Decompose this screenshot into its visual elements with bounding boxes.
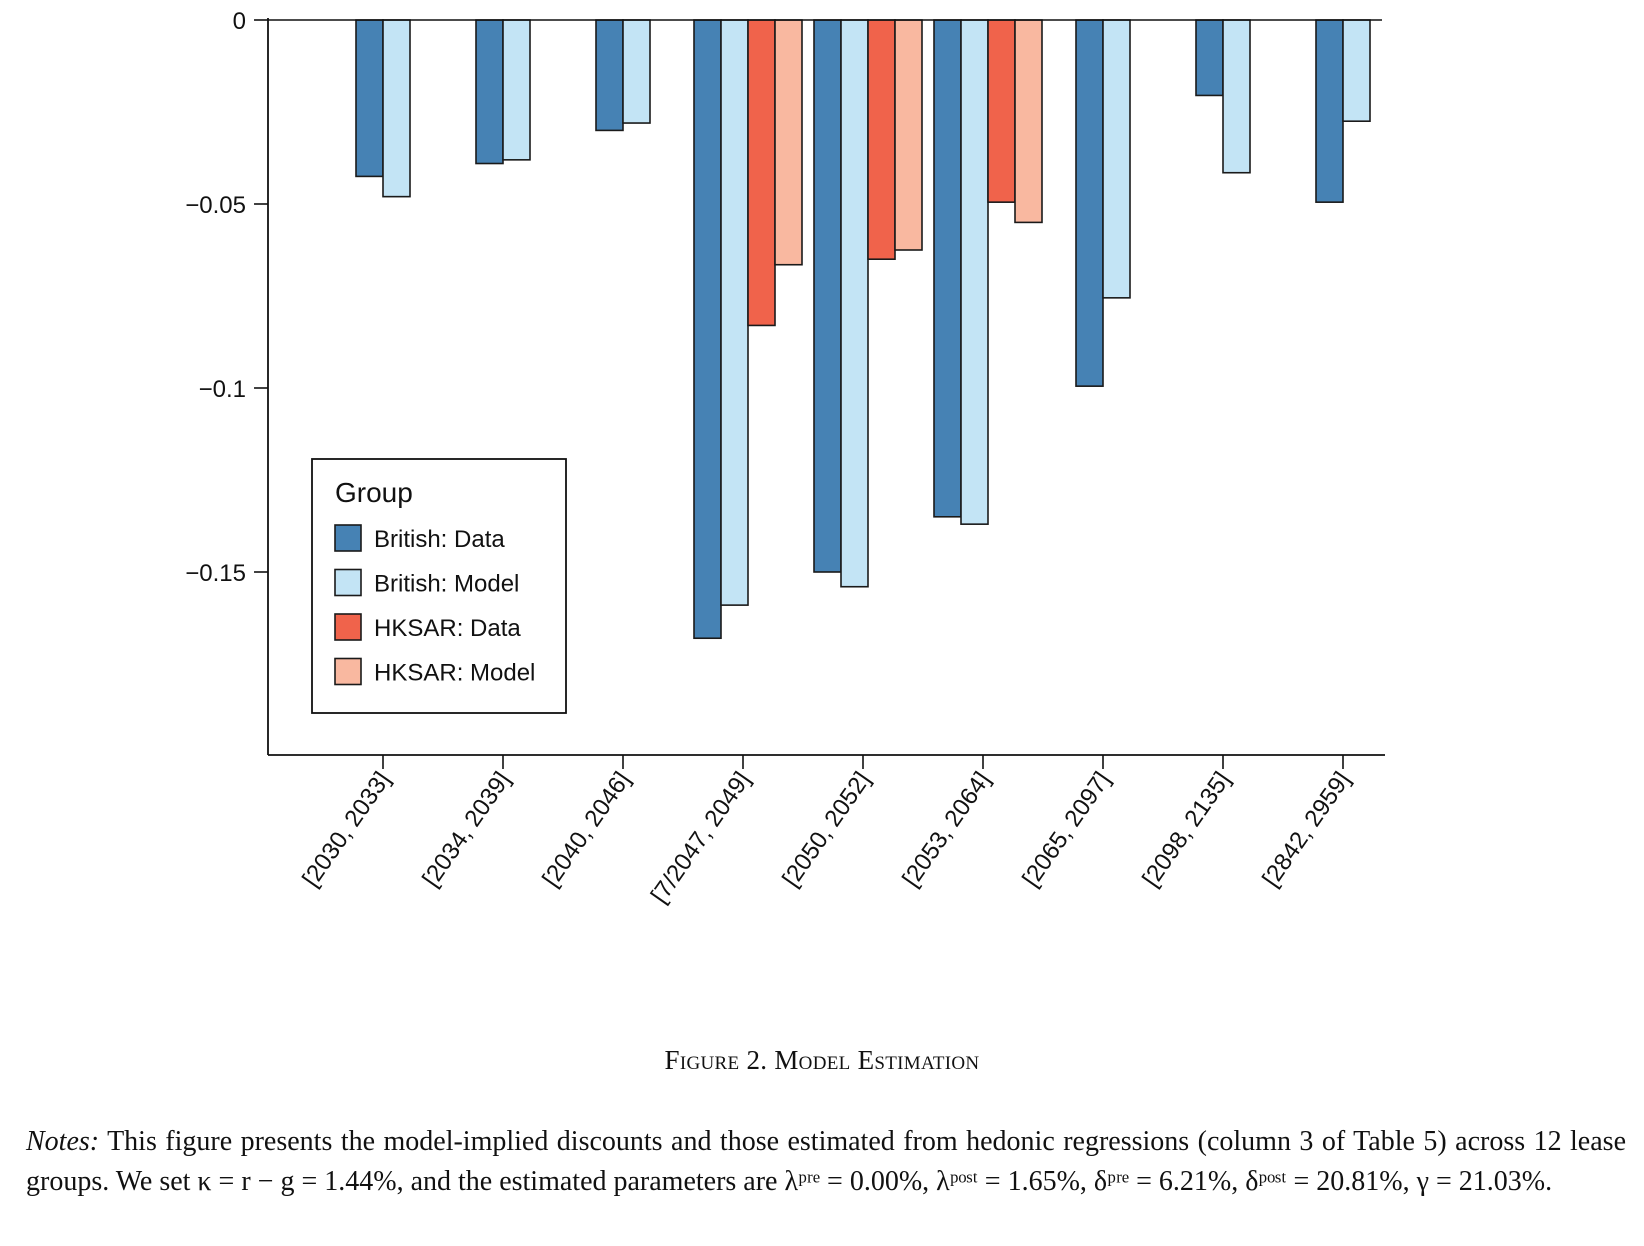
bar-5-hksar-model <box>894 19 923 251</box>
bar-4-british-data <box>693 19 722 640</box>
bar-2-british-model <box>502 19 531 161</box>
x-tick-label: [2034, 2039] <box>417 767 516 892</box>
bar-3-british-model <box>622 19 651 124</box>
bar-4-hksar-model <box>774 19 803 266</box>
x-tick-label: [2098, 2135] <box>1137 767 1236 892</box>
legend-label: HKSAR: Model <box>374 660 535 687</box>
x-tick-label: [2065, 2097] <box>1017 767 1116 892</box>
y-tick-label: −0.05 <box>185 192 246 219</box>
legend-label: British: Model <box>374 571 519 598</box>
bar-1-british-data <box>355 19 384 178</box>
bar-6-british-model <box>960 19 989 525</box>
notes-text: This figure presents the model-implied d… <box>26 1126 1626 1197</box>
legend-label: British: Data <box>374 526 505 553</box>
y-tick-label: −0.15 <box>185 560 246 587</box>
x-tick-label: [2040, 2046] <box>537 767 636 892</box>
notes-label: Notes: <box>26 1126 100 1157</box>
x-tick-label: [2842, 2959] <box>1257 767 1356 892</box>
legend-swatch <box>334 657 362 686</box>
bar-9-british-data <box>1315 19 1344 203</box>
bar-8-british-data <box>1195 19 1224 97</box>
figure-notes: Notes: This figure presents the model-im… <box>26 1122 1626 1202</box>
figure-caption: Figure 2. Model Estimation <box>664 1045 980 1075</box>
x-tick-label: [2050, 2052] <box>777 767 876 892</box>
x-tick-label: [2053, 2064] <box>897 767 996 892</box>
legend: Group British: Data British: Model HKSAR: D… <box>311 458 567 714</box>
bar-2-british-data <box>475 19 504 165</box>
bar-6-hksar-model <box>1014 19 1043 224</box>
bar-3-british-data <box>595 19 624 132</box>
legend-label: HKSAR: Data <box>374 615 521 642</box>
x-tick-label: [2030, 2033] <box>297 767 396 892</box>
y-tick-label: −0.1 <box>199 376 246 403</box>
y-tick-label: 0 <box>233 8 246 35</box>
bar-1-british-model <box>382 19 411 198</box>
bar-7-british-model <box>1102 19 1131 299</box>
bar-5-british-model <box>840 19 869 588</box>
legend-swatch <box>334 613 362 641</box>
bar-5-british-data <box>813 19 842 573</box>
bar-chart: 0−0.05−0.1−0.15[2030, 2033] [2034, 2039][… <box>185 8 1385 908</box>
legend-swatch <box>334 568 362 597</box>
bar-8-british-model <box>1222 19 1251 174</box>
x-tick-label: [7/2047, 2049] <box>646 767 756 908</box>
bars-layer <box>355 19 1371 640</box>
legend-swatch <box>334 524 362 552</box>
bar-4-hksar-data <box>747 19 776 327</box>
bar-6-british-data <box>933 19 962 518</box>
bar-5-hksar-data <box>867 19 896 260</box>
bar-9-british-model <box>1342 19 1371 122</box>
bar-7-british-data <box>1075 19 1104 387</box>
bar-4-british-model <box>720 19 749 606</box>
bar-6-hksar-data <box>987 19 1016 203</box>
legend-title: Group <box>335 477 413 508</box>
